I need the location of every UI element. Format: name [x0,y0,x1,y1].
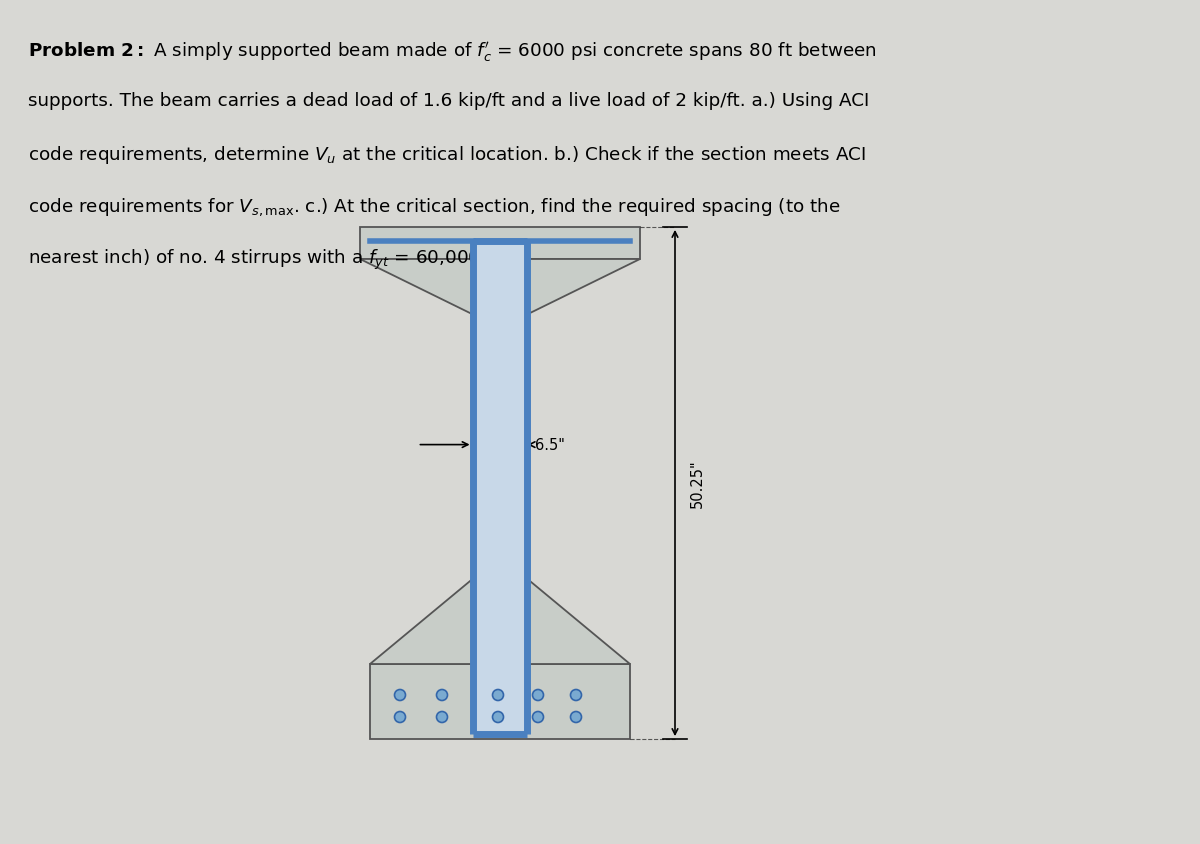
Text: nearest inch) of no. 4 stirrups with a $f_{yt}$ = 60,000 psi.: nearest inch) of no. 4 stirrups with a $… [28,247,517,272]
Circle shape [533,690,544,701]
Circle shape [492,711,504,722]
Text: $\mathbf{Problem\ 2:}$ A simply supported beam made of $f_c^{\prime}$ = 6000 psi: $\mathbf{Problem\ 2:}$ A simply supporte… [28,40,877,64]
Text: 50.25": 50.25" [690,459,704,508]
Bar [474,242,527,734]
Text: supports. The beam carries a dead load of 1.6 kip/ft and a live load of 2 kip/ft: supports. The beam carries a dead load o… [28,92,869,110]
Circle shape [570,711,582,722]
Circle shape [395,711,406,722]
Circle shape [492,690,504,701]
Circle shape [437,690,448,701]
Text: 6.5": 6.5" [535,437,565,452]
Circle shape [533,711,544,722]
Bar [473,260,528,579]
Polygon shape [370,579,630,664]
Bar [370,664,630,739]
Circle shape [570,690,582,701]
Circle shape [395,690,406,701]
Circle shape [437,711,448,722]
Polygon shape [528,260,640,315]
Bar [360,228,640,260]
Text: code requirements for $V_{s,\mathrm{max}}$. c.) At the critical section, find th: code requirements for $V_{s,\mathrm{max}… [28,196,840,218]
Text: code requirements, determine $V_u$ at the critical location. b.) Check if the se: code requirements, determine $V_u$ at th… [28,143,866,165]
Polygon shape [360,260,473,315]
